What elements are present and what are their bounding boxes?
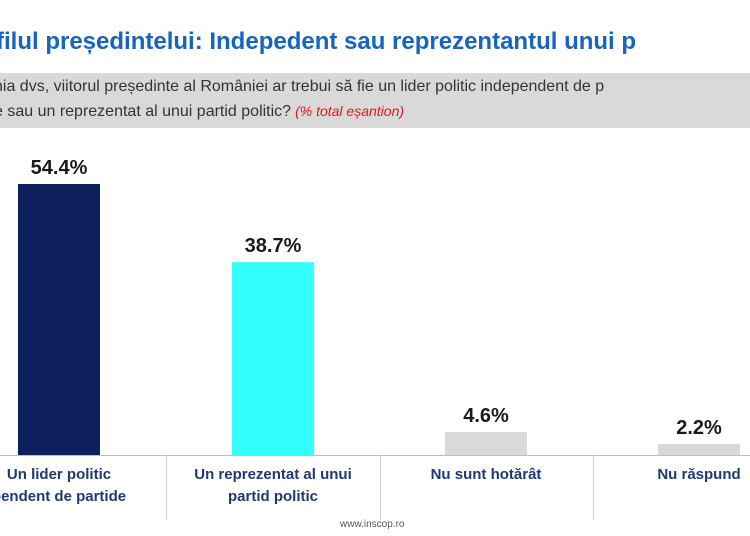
category-label-3-line-1: Nu sunt hotărât [431,466,542,483]
chart-title: filul președintelui: Indepedent sau repr… [0,28,637,55]
data-label-1: 54.4% [31,157,88,179]
bar-4 [658,444,740,455]
question-line-1: nia dvs, viitorul președinte al României… [0,78,605,95]
bar-3 [445,432,527,455]
category-label-2-line-1: Un reprezentat al unui [194,466,352,483]
sample-note: (% total eșantion) [295,103,405,119]
question-banner: nia dvs, viitorul președinte al României… [0,73,750,128]
category-label-1-line-2: pendent de partide [0,488,126,505]
bar-2 [232,262,314,455]
question-line-2-text: e sau un reprezentat al unui partid poli… [0,103,292,120]
data-label-4: 2.2% [676,417,722,439]
category-label-2-line-2: partid politic [228,488,318,505]
question-line-2: e sau un reprezentat al unui partid poli… [0,103,404,121]
category-label-1-line-1: Un lider politic [7,466,111,483]
data-label-3: 4.6% [463,405,509,427]
source-url: www.inscop.ro [340,519,405,530]
data-label-2: 38.7% [245,235,302,257]
bar-1 [18,184,100,455]
category-label-4-line-1: Nu răspund [657,466,740,483]
